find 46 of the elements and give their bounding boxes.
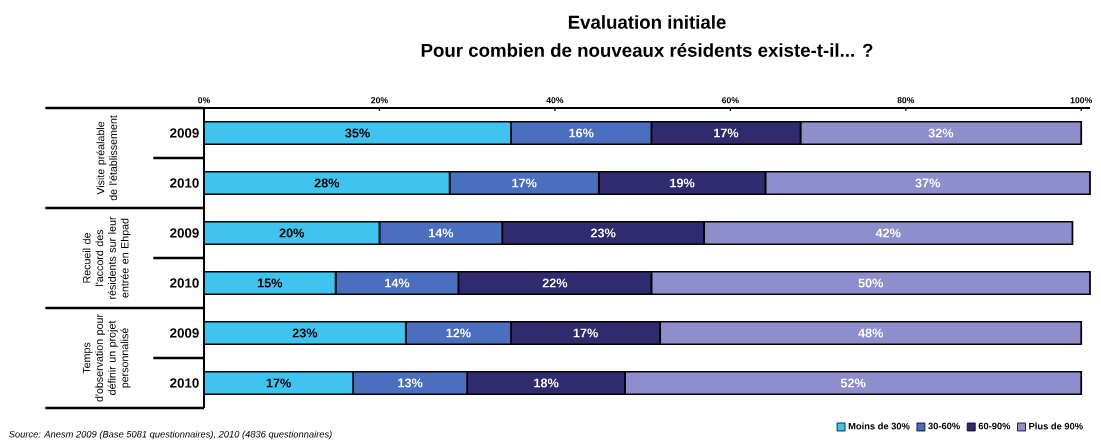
data-label: 20% xyxy=(279,228,305,238)
x-tick-label: 0% xyxy=(198,97,211,104)
data-label: 12% xyxy=(446,328,471,338)
data-label: 37% xyxy=(915,178,941,188)
y-tick-label: 2009 xyxy=(170,228,199,238)
chart-subtitle: Pour combien de nouveaux résidents existe-t-il... ? xyxy=(421,43,873,57)
data-label: 15% xyxy=(257,278,283,288)
data-label: 50% xyxy=(858,278,884,288)
data-label: 23% xyxy=(590,228,616,238)
y-tick-label: 2010 xyxy=(170,178,199,188)
data-label: 42% xyxy=(875,228,901,238)
x-tick-label: 40% xyxy=(546,97,564,104)
data-label: 19% xyxy=(670,178,695,188)
data-label: 48% xyxy=(858,328,884,338)
legend-label: 30-60% xyxy=(928,422,960,430)
data-label: 23% xyxy=(292,328,318,338)
chart-title: Evaluation initiale xyxy=(568,15,726,29)
x-tick-label: 20% xyxy=(371,97,388,104)
x-tick-label: 80% xyxy=(897,97,915,104)
y-tick-label: 2009 xyxy=(170,328,199,338)
data-label: 14% xyxy=(428,228,454,238)
legend-label: 60-90% xyxy=(978,422,1011,430)
data-label: 22% xyxy=(542,278,568,288)
y-tick-label: 2010 xyxy=(170,378,199,388)
text: Visite préalable de l'établissement xyxy=(96,115,117,201)
source-note: Source: Anesm 2009 (Base 5081 questionnaires), 2010 (4836 questionnaires) xyxy=(8,430,332,440)
y-tick-label: 2010 xyxy=(170,278,199,288)
text: Temps d'observation pour définir un projet personnalisé xyxy=(82,314,131,402)
data-label: 28% xyxy=(314,178,340,188)
data-label: 17% xyxy=(714,128,739,138)
data-label: 32% xyxy=(928,128,954,138)
legend-label: Plus de 90% xyxy=(1029,422,1083,430)
data-label: 17% xyxy=(266,378,291,388)
text: Recueil de l'accord des résidents sur leur entrée en Ehpad xyxy=(82,216,131,299)
y-tick-label: 2009 xyxy=(170,128,199,138)
data-label: 17% xyxy=(512,178,537,188)
data-label: 52% xyxy=(840,378,866,388)
data-label: 14% xyxy=(385,278,410,288)
data-label: 35% xyxy=(345,128,370,138)
data-label: 18% xyxy=(534,378,559,388)
data-label: 17% xyxy=(573,328,598,338)
x-tick-label: 60% xyxy=(721,97,739,104)
legend-label: Moins de 30% xyxy=(848,422,910,430)
data-label: 13% xyxy=(398,378,423,388)
data-label: 16% xyxy=(569,128,594,138)
x-tick-label: 100% xyxy=(1070,97,1093,104)
